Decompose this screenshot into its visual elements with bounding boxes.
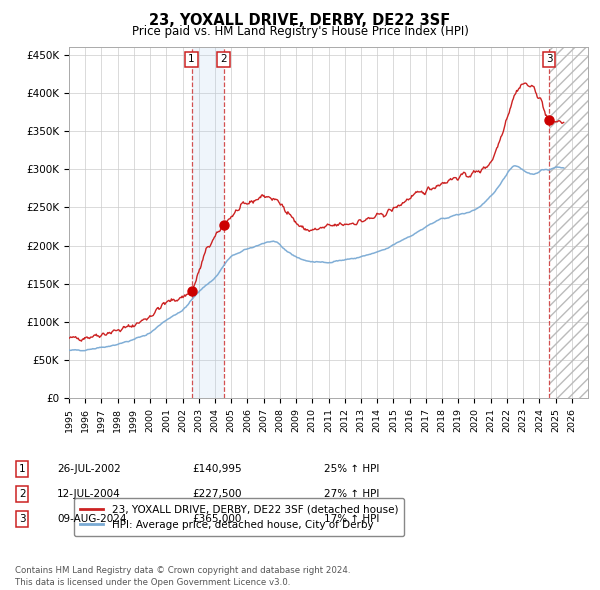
Text: 17% ↑ HPI: 17% ↑ HPI (324, 514, 379, 523)
Text: 23, YOXALL DRIVE, DERBY, DE22 3SF: 23, YOXALL DRIVE, DERBY, DE22 3SF (149, 13, 451, 28)
Text: 25% ↑ HPI: 25% ↑ HPI (324, 464, 379, 474)
Text: £365,000: £365,000 (192, 514, 241, 523)
Bar (191, 47, 224, 398)
Text: 2: 2 (220, 54, 227, 64)
Bar (549, 47, 588, 398)
Text: Contains HM Land Registry data © Crown copyright and database right 2024.
This d: Contains HM Land Registry data © Crown c… (15, 566, 350, 587)
Text: 3: 3 (19, 514, 26, 523)
Text: 09-AUG-2024: 09-AUG-2024 (57, 514, 127, 523)
Text: £140,995: £140,995 (192, 464, 242, 474)
Text: Price paid vs. HM Land Registry's House Price Index (HPI): Price paid vs. HM Land Registry's House … (131, 25, 469, 38)
Text: 1: 1 (19, 464, 26, 474)
Legend: 23, YOXALL DRIVE, DERBY, DE22 3SF (detached house), HPI: Average price, detached: 23, YOXALL DRIVE, DERBY, DE22 3SF (detac… (74, 498, 404, 536)
Text: 2: 2 (19, 489, 26, 499)
Text: 3: 3 (546, 54, 553, 64)
Text: 27% ↑ HPI: 27% ↑ HPI (324, 489, 379, 499)
Text: 1: 1 (188, 54, 195, 64)
Text: 26-JUL-2002: 26-JUL-2002 (57, 464, 121, 474)
Text: 12-JUL-2004: 12-JUL-2004 (57, 489, 121, 499)
Text: £227,500: £227,500 (192, 489, 241, 499)
